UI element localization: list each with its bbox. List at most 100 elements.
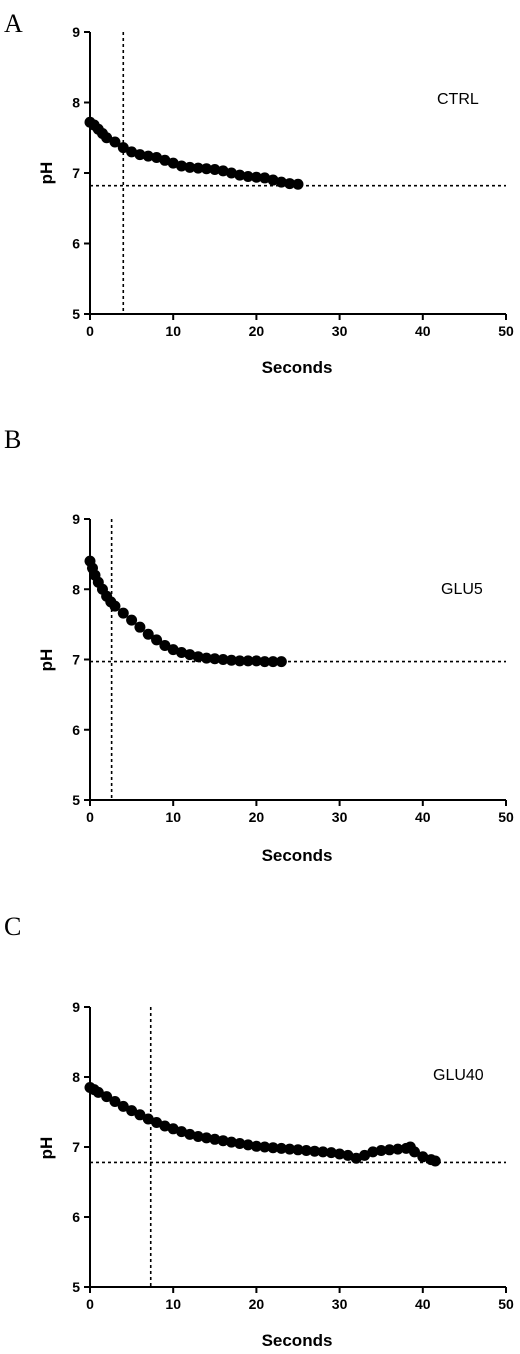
panel-b-x-tick-label: 30 (332, 809, 348, 825)
panel-c-data-point (309, 1145, 321, 1157)
panel-b-x-axis-label: Seconds (262, 846, 333, 865)
panel-a-data-point (259, 172, 271, 184)
panel-c-data-point (142, 1113, 154, 1125)
panel-b-y-tick-label: 5 (72, 792, 80, 808)
panel-c-data-point (101, 1091, 113, 1103)
panel-c-axes: 5 6 7 8 9 0 10 20 30 40 50 (72, 999, 514, 1312)
panel-a-data-point (234, 169, 246, 181)
panel-a-letter: A (4, 9, 23, 38)
panel-a-y-axis-label: pH (37, 162, 56, 185)
panel-c-data-point (234, 1138, 246, 1149)
panel-c-data-point (375, 1145, 387, 1156)
panel-b-data-point (167, 644, 179, 656)
panel-b-y-axis-label: pH (37, 649, 56, 672)
panel-c-data-point (267, 1142, 279, 1154)
panel-b: B GLU5 Seconds pH 5 6 7 8 9 0 10 20 30 40 50 (4, 425, 514, 865)
panel-a-data-point (192, 162, 204, 174)
panel-c-data-point (325, 1147, 337, 1159)
panel-c-x-tick-label: 50 (498, 1296, 514, 1312)
panel-c-data-point (92, 1086, 104, 1098)
panel-c-reference-lines (90, 1007, 506, 1287)
panel-b-data-point (151, 634, 163, 646)
panel-c-data-point (259, 1141, 271, 1153)
panel-a-data-points (84, 116, 304, 190)
panel-b-y-tick-label: 9 (72, 511, 80, 527)
panel-a-data-point (159, 154, 171, 166)
panel-b-data-point (126, 614, 138, 626)
panel-b-data-point (184, 649, 196, 661)
panel-a-annotation: CTRL (437, 91, 479, 108)
panel-c-data-point (225, 1136, 237, 1148)
panel-c-y-tick-label: 9 (72, 999, 80, 1015)
panel-c-data-point (275, 1142, 287, 1154)
panel-c-data-point (292, 1144, 304, 1156)
panel-a-data-point (242, 171, 254, 183)
panel-c-data-point (192, 1131, 204, 1142)
panel-c-y-tick-label: 6 (72, 1209, 80, 1225)
panel-b-x-tick-label: 50 (498, 809, 514, 825)
panel-a-data-point (217, 165, 229, 177)
panel-a-data-point (184, 161, 196, 173)
panel-c-x-tick-label: 30 (332, 1296, 348, 1312)
panel-a-x-tick-label: 20 (249, 323, 265, 339)
panel-c: C GLU40 Seconds pH 5 6 7 8 9 0 10 20 30 40 50 (4, 912, 514, 1350)
panel-b-data-point (117, 607, 129, 619)
panel-c-x-axis-label: Seconds (262, 1331, 333, 1350)
panel-b-data-point (209, 653, 221, 665)
panel-c-data-point (367, 1146, 379, 1158)
panel-a-x-tick-label: 0 (86, 323, 94, 339)
panel-b-data-point (134, 621, 146, 633)
panel-b-data-point (275, 656, 287, 668)
panel-a-data-point (292, 178, 304, 190)
panel-c-data-point (334, 1148, 346, 1160)
panel-a-x-tick-label: 30 (332, 323, 348, 339)
panel-c-data-point (200, 1132, 212, 1144)
panel-a-data-point (267, 174, 279, 186)
panel-c-data-point (109, 1096, 121, 1107)
panel-b-data-point (192, 651, 204, 663)
panel-b-data-point (225, 654, 237, 666)
panel-b-data-point (259, 656, 271, 668)
panel-a-data-point (151, 151, 163, 163)
panel-c-data-point (209, 1133, 221, 1145)
panel-b-data-point (250, 655, 262, 667)
panel-c-y-tick-label: 8 (72, 1069, 80, 1085)
panel-c-data-point (417, 1151, 429, 1163)
panel-a-y-tick-label: 5 (72, 306, 80, 322)
panel-b-x-tick-label: 20 (249, 809, 265, 825)
panel-b-data-point (234, 655, 246, 667)
panel-a-data-point (275, 176, 287, 188)
panel-c-data-point (167, 1123, 179, 1135)
panel-a-data-point (209, 163, 221, 175)
panel-a-x-tick-label: 40 (415, 323, 431, 339)
panel-b-y-tick-label: 7 (72, 652, 80, 668)
panel-b-data-point (242, 655, 254, 667)
panel-c-data-point (217, 1135, 229, 1147)
panel-a-x-tick-label: 50 (498, 323, 514, 339)
panel-c-data-point (384, 1144, 396, 1156)
panel-c-data-point (250, 1140, 262, 1152)
panel-b-data-point (267, 656, 279, 668)
panel-a-x-tick-label: 10 (165, 323, 181, 339)
panel-c-data-point (184, 1128, 196, 1140)
panel-c-x-tick-label: 40 (415, 1296, 431, 1312)
panel-b-data-point (109, 600, 121, 612)
panel-b-x-tick-label: 40 (415, 809, 431, 825)
panel-c-y-tick-label: 7 (72, 1139, 80, 1155)
panel-a-axes: 5 6 7 8 9 0 10 20 30 40 50 (72, 24, 514, 339)
panel-c-y-axis-label: pH (37, 1137, 56, 1160)
panel-c-data-point (359, 1149, 371, 1161)
panel-c-x-tick-label: 10 (165, 1296, 181, 1312)
panel-c-x-tick-label: 20 (249, 1296, 265, 1312)
panel-c-data-point (284, 1143, 296, 1155)
panel-a-data-point (225, 167, 237, 179)
panel-c-data-point (300, 1145, 312, 1156)
panel-b-y-tick-label: 6 (72, 722, 80, 738)
panel-a-y-tick-label: 9 (72, 24, 80, 40)
panel-b-data-point (142, 628, 154, 640)
panel-c-annotation: GLU40 (433, 1067, 484, 1084)
panel-c-x-tick-label: 0 (86, 1296, 94, 1312)
panel-a-reference-lines (90, 32, 506, 314)
panel-a-data-point (176, 160, 188, 172)
panel-c-data-point (134, 1109, 146, 1121)
